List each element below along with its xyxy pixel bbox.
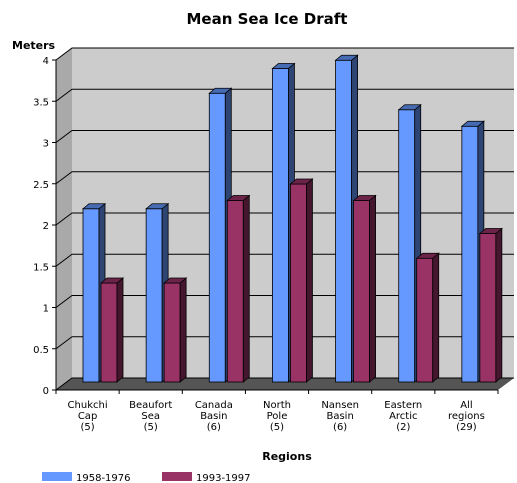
bar-top	[208, 87, 233, 94]
gridline	[55, 171, 514, 185]
gridline	[55, 130, 514, 143]
category-label: North Pole (5)	[263, 400, 291, 433]
bar-1993-1997-Nansen	[352, 194, 377, 383]
category-label-line: All	[460, 400, 472, 411]
category-label-line: (5)	[270, 422, 284, 433]
y-tick-label: 1.5	[33, 262, 49, 273]
bar-front	[335, 59, 352, 383]
category-label-line: Canada	[195, 400, 233, 411]
category-label: Nansen Basin (6)	[321, 400, 359, 433]
y-tick-label: 2	[43, 221, 49, 232]
category-label-line: (5)	[144, 422, 158, 433]
bar-top	[352, 195, 377, 201]
category-label-line: Cap	[78, 411, 97, 422]
bar-1993-1997-Chukchi	[99, 277, 125, 383]
bar-1993-1997-Eastern	[415, 252, 440, 383]
bar-front	[398, 109, 416, 383]
legend-label-1993-1997: 1993-1997	[196, 473, 251, 483]
category-label-line: Basin	[200, 411, 227, 422]
bar-side	[369, 194, 376, 383]
category-label-line: Basin	[326, 411, 353, 422]
bar-front	[100, 282, 118, 383]
bar-top	[99, 277, 125, 284]
category-label: Chukchi Cap (5)	[68, 400, 108, 433]
category-label-line: (5)	[80, 422, 94, 433]
bar-front	[82, 208, 100, 383]
bar-front	[163, 282, 181, 383]
bar-1993-1997-North	[289, 178, 314, 383]
legend-swatch-1993-1997	[162, 472, 192, 481]
legend-label-1958-1976: 1958-1976	[76, 473, 131, 483]
bar-top	[478, 228, 503, 234]
legend-swatch-1958-1976	[42, 472, 72, 481]
bar-top	[397, 104, 422, 111]
bar-side	[432, 252, 440, 383]
bar-side	[116, 277, 124, 383]
bar-top	[271, 63, 296, 69]
chart-title: Mean Sea Ice Draft	[187, 10, 348, 28]
y-tick-label: 2.5	[33, 180, 49, 191]
y-tick-label: 0	[43, 386, 49, 397]
bar-top	[334, 54, 359, 61]
bar-side	[179, 277, 187, 383]
category-label-line: (6)	[333, 422, 347, 433]
bar-top	[81, 203, 107, 210]
gridline	[55, 88, 514, 102]
bar-top	[415, 252, 440, 259]
category-label: Eastern Arctic (2)	[384, 400, 422, 433]
bar-front	[479, 233, 497, 383]
bar-side	[306, 178, 313, 383]
bar-front	[416, 257, 434, 383]
bar-top	[226, 195, 251, 201]
gridline	[55, 47, 514, 61]
bar-1993-1997-Canada	[226, 194, 251, 383]
y-tick-label: 0.5	[33, 345, 49, 356]
category-label-line: Eastern	[384, 400, 422, 411]
category-label-line: Arctic	[389, 411, 417, 422]
bar-front	[272, 68, 289, 383]
bar-top	[289, 178, 314, 185]
bar-front	[461, 125, 479, 383]
bar-front	[208, 92, 226, 383]
category-label-line: Sea	[141, 411, 160, 422]
bar-front	[226, 200, 244, 383]
bar-1993-1997-Beaufort	[163, 277, 188, 383]
bar-1993-1997-All	[478, 227, 503, 383]
category-label-line: regions	[448, 411, 485, 422]
bar-side	[242, 194, 250, 383]
category-label: Beaufort Sea (5)	[129, 400, 172, 433]
category-label: Canada Basin (6)	[195, 400, 233, 433]
bar-top	[460, 120, 485, 127]
bar-side	[495, 227, 503, 383]
x-axis-label: Regions	[262, 450, 312, 463]
y-axis-label: Meters	[12, 39, 56, 52]
legend: 1958-1976 1993-1997	[42, 472, 251, 483]
category-label-line: (29)	[456, 422, 477, 433]
bar-top	[163, 277, 188, 284]
category-label-line: North	[263, 400, 291, 411]
category-label-line: Pole	[267, 411, 288, 422]
y-tick-label: 1	[43, 304, 49, 315]
y-tick-label: 3.5	[33, 97, 49, 108]
category-label-line: (2)	[396, 422, 410, 433]
category-label-line: (6)	[207, 422, 221, 433]
bar-top	[145, 203, 170, 210]
y-tick-label: 4	[43, 56, 49, 67]
bar-front	[290, 183, 307, 383]
bar-front	[145, 208, 163, 383]
category-label-line: Nansen	[321, 400, 359, 411]
category-label: All regions (29)	[448, 400, 485, 433]
y-tick-label: 3	[43, 139, 49, 150]
category-label-line: Beaufort	[129, 400, 172, 411]
bar-front	[353, 200, 370, 383]
category-label-line: Chukchi	[68, 400, 108, 411]
